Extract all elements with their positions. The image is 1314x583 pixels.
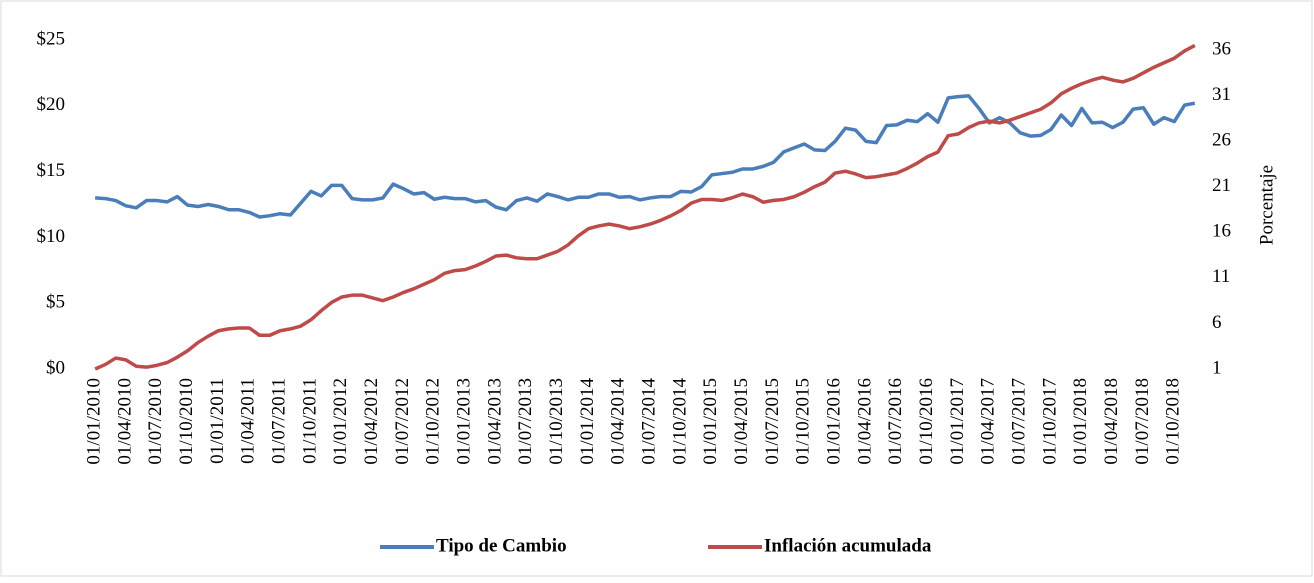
x-tick-label: 01/07/2013 bbox=[515, 378, 536, 465]
x-tick-label: 01/07/2011 bbox=[268, 378, 289, 464]
x-tick-label: 01/10/2011 bbox=[299, 378, 320, 464]
x-tick-label: 01/01/2015 bbox=[700, 378, 721, 465]
x-tick-label: 01/10/2013 bbox=[546, 378, 567, 465]
x-tick-label: 01/07/2017 bbox=[1008, 378, 1029, 465]
series-line bbox=[94, 43, 1196, 371]
x-tick-label: 01/07/2012 bbox=[392, 378, 413, 465]
y2-tick-label: 16 bbox=[1212, 221, 1231, 242]
x-tick-label: 01/04/2011 bbox=[238, 378, 259, 464]
y-tick-label: $5 bbox=[46, 292, 65, 313]
x-tick-label: 01/10/2015 bbox=[793, 378, 814, 465]
legend-label: Inflación acumulada bbox=[764, 535, 932, 556]
x-tick-label: 01/07/2015 bbox=[762, 378, 783, 465]
y-tick-label: $0 bbox=[46, 357, 65, 378]
x-tick-label: 01/01/2014 bbox=[577, 378, 598, 465]
y-tick-label: $25 bbox=[37, 28, 66, 49]
y-tick-label: $10 bbox=[37, 226, 66, 247]
y2-tick-label: 6 bbox=[1212, 312, 1222, 333]
y2-tick-label: 1 bbox=[1212, 357, 1222, 378]
x-tick-label: 01/01/2012 bbox=[330, 378, 351, 465]
x-tick-label: 01/01/2016 bbox=[823, 378, 844, 465]
x-tick-label: 01/07/2014 bbox=[638, 378, 659, 465]
x-tick-label: 01/04/2013 bbox=[484, 378, 505, 465]
x-tick-label: 01/04/2018 bbox=[1101, 378, 1122, 465]
x-tick-label: 01/07/2010 bbox=[145, 378, 166, 465]
x-tick-label: 01/04/2017 bbox=[978, 378, 999, 465]
x-tick-label: 01/01/2018 bbox=[1070, 378, 1091, 465]
y2-tick-label: 36 bbox=[1212, 38, 1231, 59]
x-tick-label: 01/10/2014 bbox=[669, 378, 690, 465]
x-tick-label: 01/01/2013 bbox=[453, 378, 474, 465]
x-tick-label: 01/10/2012 bbox=[423, 378, 444, 465]
x-tick-label: 01/04/2012 bbox=[361, 378, 382, 465]
x-tick-label: 01/04/2016 bbox=[854, 378, 875, 465]
x-tick-label: 01/04/2014 bbox=[608, 378, 629, 465]
series-line bbox=[95, 94, 1196, 219]
x-tick-label: 01/10/2018 bbox=[1163, 378, 1184, 465]
legend-label: Tipo de Cambio bbox=[436, 535, 567, 556]
x-tick-label: 01/07/2018 bbox=[1132, 378, 1153, 465]
y2-tick-label: 31 bbox=[1212, 84, 1231, 105]
y2-tick-label: 11 bbox=[1212, 266, 1230, 287]
y2-tick-label: 26 bbox=[1212, 130, 1231, 151]
y2-axis-label: Porcentaje bbox=[1256, 165, 1277, 245]
x-tick-label: 01/01/2011 bbox=[207, 378, 228, 464]
x-tick-label: 01/10/2017 bbox=[1039, 378, 1060, 465]
y-tick-label: $20 bbox=[37, 94, 66, 115]
y2-tick-label: 21 bbox=[1212, 175, 1231, 196]
x-tick-label: 01/04/2010 bbox=[114, 378, 135, 465]
x-tick-label: 01/10/2016 bbox=[916, 378, 937, 465]
y-tick-label: $15 bbox=[37, 160, 66, 181]
x-tick-label: 01/01/2010 bbox=[83, 378, 104, 465]
x-tick-label: 01/07/2016 bbox=[885, 378, 906, 465]
x-tick-label: 01/10/2010 bbox=[176, 378, 197, 465]
x-tick-label: 01/04/2015 bbox=[731, 378, 752, 465]
x-tick-label: 01/01/2017 bbox=[947, 378, 968, 465]
